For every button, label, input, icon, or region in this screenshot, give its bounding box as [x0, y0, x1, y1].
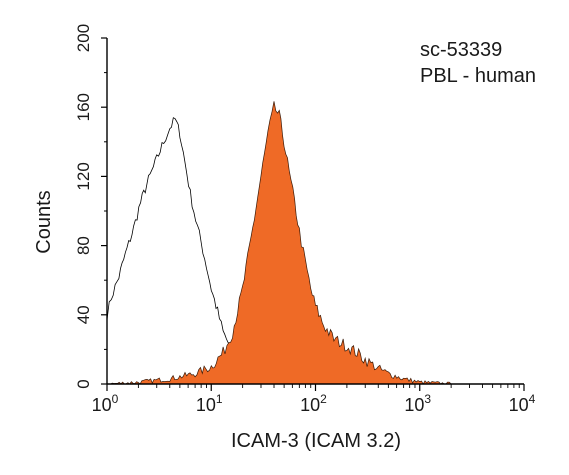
y-tick-label-80: 80	[74, 236, 93, 255]
y-axis-label: Counts	[33, 190, 55, 253]
y-tick-label-0: 0	[74, 379, 93, 388]
annotation-line-2: PBL - human	[420, 65, 536, 87]
x-tick-label-1: 101	[196, 392, 223, 415]
y-tick-label-200: 200	[74, 24, 93, 52]
x-tick-label-2: 102	[300, 392, 327, 415]
y-tick-label-40: 40	[74, 305, 93, 324]
annotation-line-1: sc-53339	[420, 39, 502, 61]
x-tick-label-3: 103	[404, 392, 431, 415]
series-filled-area	[107, 101, 524, 385]
y-tick-label-120: 120	[74, 162, 93, 190]
x-tick-label-0: 100	[92, 392, 119, 415]
plot-ticks: 0 40 80 120 160 200 100 101 102 103 104	[74, 24, 536, 415]
y-tick-label-160: 160	[74, 93, 93, 121]
x-tick-label-4: 104	[509, 392, 536, 415]
plot-series	[106, 101, 524, 385]
x-axis-label: ICAM-3 (ICAM 3.2)	[231, 430, 401, 452]
